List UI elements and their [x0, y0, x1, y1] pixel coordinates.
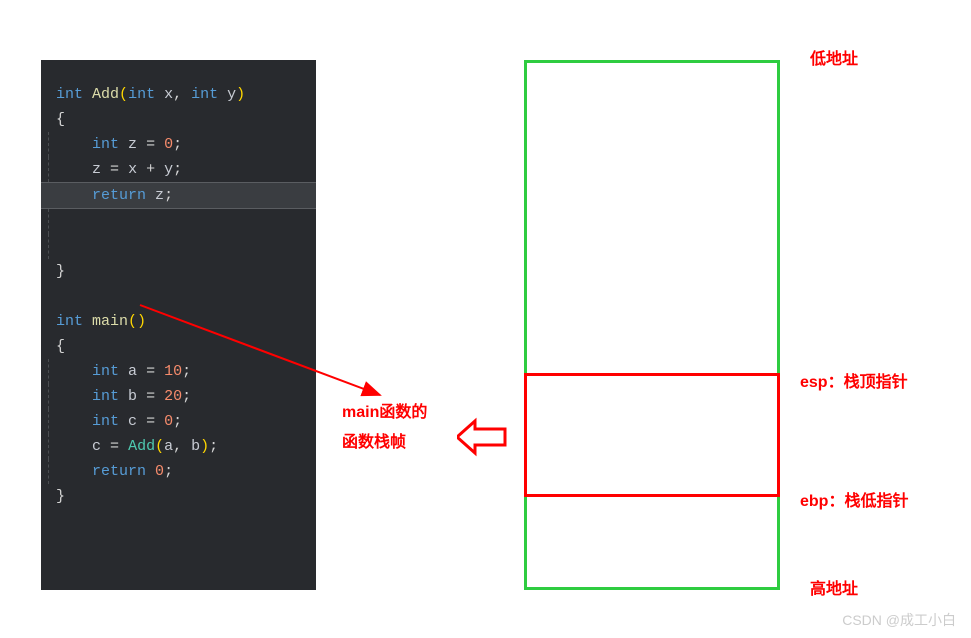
code-line-add-sig: int Add(int x, int y): [56, 82, 316, 107]
code-line-return-z: return z;: [41, 182, 316, 209]
code-line-brace-open-2: {: [56, 334, 316, 359]
code-line-brace-open-1: {: [56, 107, 316, 132]
label-high-addr: 高地址: [810, 575, 858, 599]
label-ebp: ebp：栈低指针: [800, 487, 908, 511]
stack-outer-box: [524, 60, 780, 590]
label-esp: esp：栈顶指针: [800, 368, 908, 392]
left-arrow-icon: [457, 417, 517, 457]
code-line-return-0: return 0;: [56, 459, 316, 484]
code-line-c-add: c = Add(a, b);: [56, 434, 316, 459]
label-low-addr: 低地址: [810, 45, 858, 69]
code-line-brace-close-1: }: [56, 259, 316, 284]
label-frame-line1: main函数的: [342, 398, 427, 422]
stack-frame-box: [524, 373, 780, 497]
code-line-int-c: int c = 0;: [56, 409, 316, 434]
watermark: CSDN @成工小白: [842, 610, 956, 630]
code-line-blank-2: [56, 234, 316, 259]
code-line-int-a: int a = 10;: [56, 359, 316, 384]
code-line-brace-close-2: }: [56, 484, 316, 509]
code-line-int-b: int b = 20;: [56, 384, 316, 409]
label-frame-line2: 函数栈帧: [342, 428, 427, 452]
code-line-blank-3: [56, 284, 316, 309]
code-line-int-z: int z = 0;: [56, 132, 316, 157]
label-frame: main函数的 函数栈帧: [342, 398, 427, 452]
code-editor: int Add(int x, int y) { int z = 0; z = x…: [41, 60, 316, 590]
code-line-main-sig: int main(): [56, 309, 316, 334]
code-line-z-assign: z = x + y;: [56, 157, 316, 182]
code-line-blank-1: [56, 209, 316, 234]
